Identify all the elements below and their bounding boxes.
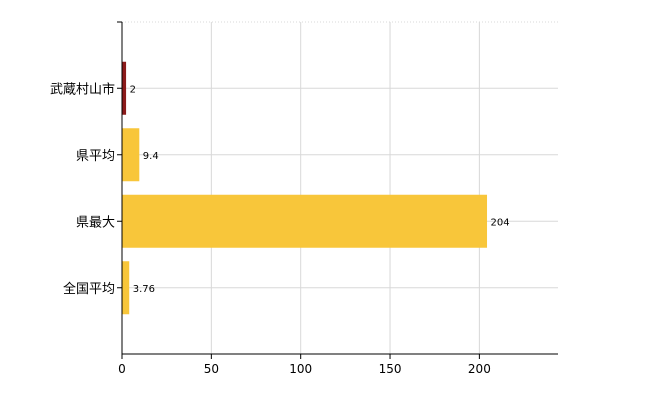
- x-tick-label-2: 100: [289, 362, 312, 376]
- category-label-2: 県最大: [76, 215, 115, 230]
- x-tick-label-4: 200: [468, 362, 491, 376]
- x-tick-label-3: 150: [379, 362, 402, 376]
- bar-layer: [122, 61, 488, 315]
- category-label-1: 県平均: [76, 149, 115, 164]
- grid-layer: [122, 21, 558, 354]
- category-label-3: 全国平均: [63, 281, 115, 297]
- x-tick-label-1: 50: [204, 362, 219, 376]
- value-label-2: 204: [491, 217, 510, 228]
- x-tick-label-0: 0: [118, 362, 126, 376]
- axis-layer: [117, 21, 558, 359]
- bar-0: [122, 61, 127, 115]
- bar-1: [122, 128, 140, 182]
- bar-3: [122, 261, 130, 315]
- bar-2: [122, 194, 488, 248]
- value-label-1: 9.4: [143, 151, 159, 162]
- value-label-0: 2: [130, 84, 136, 95]
- category-label-0: 武蔵村山市: [50, 81, 115, 97]
- value-label-3: 3.76: [133, 284, 155, 295]
